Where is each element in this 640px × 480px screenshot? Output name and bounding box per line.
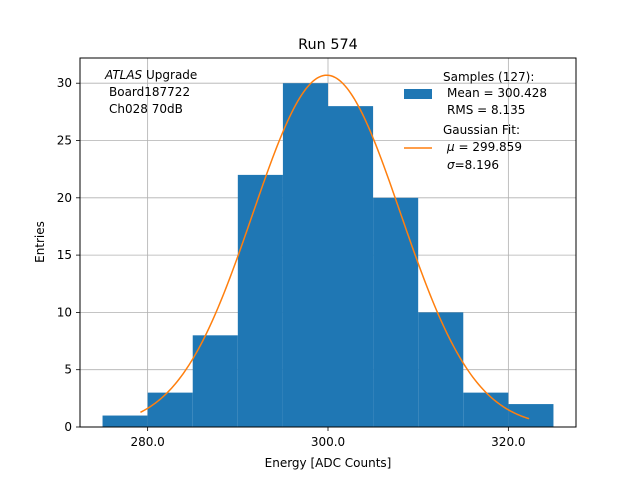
mu-symbol: μ — [446, 140, 455, 154]
histogram-bar — [328, 106, 374, 427]
histogram-bar — [373, 197, 419, 427]
histogram-bar — [418, 312, 464, 427]
y-tick-label: 20 — [57, 191, 72, 205]
gaussian-fit-line — [140, 74, 530, 420]
x-axis-ticks: 280.0 300.0 320.0 — [130, 427, 526, 449]
legend-fit-mu: μ = 299.859 — [446, 140, 522, 154]
sigma-symbol: σ — [447, 158, 455, 172]
chart-title: Run 574 — [298, 37, 358, 53]
histogram-bar — [102, 415, 148, 427]
legend-samples-swatch — [404, 89, 432, 99]
histogram-bar — [282, 83, 328, 427]
legend-samples-line1: Samples (127): — [443, 70, 534, 84]
legend-samples-line3: RMS = 8.135 — [447, 103, 525, 117]
y-tick-label: 15 — [57, 248, 72, 262]
histogram-bars — [102, 83, 554, 427]
histogram-bar — [508, 404, 554, 427]
legend: Samples (127): Mean = 300.428 RMS = 8.13… — [404, 70, 547, 172]
sigma-value: =8.196 — [455, 158, 499, 172]
legend-fit-sigma: σ=8.196 — [447, 158, 499, 172]
atlas-annotation-line1: ATLAS Upgrade — [104, 68, 197, 82]
histogram-bar — [237, 174, 283, 427]
upgrade-label: Upgrade — [142, 68, 197, 82]
y-tick-label: 10 — [57, 305, 72, 319]
y-tick-label: 25 — [57, 134, 72, 148]
mu-value: = 299.859 — [455, 140, 522, 154]
y-tick-label: 30 — [57, 76, 72, 90]
legend-fit-line1: Gaussian Fit: — [443, 123, 520, 137]
y-tick-label: 0 — [64, 420, 72, 434]
x-tick-label: 280.0 — [130, 435, 164, 449]
channel-label: Ch028 70dB — [109, 102, 183, 116]
x-tick-label: 320.0 — [491, 435, 525, 449]
atlas-label: ATLAS — [104, 68, 143, 82]
legend-samples-line2: Mean = 300.428 — [447, 86, 547, 100]
histogram-bar — [463, 392, 509, 427]
x-tick-label: 300.0 — [311, 435, 345, 449]
gaussian-fit-curve — [140, 74, 530, 420]
atlas-annotation: ATLAS Upgrade Board187722 Ch028 70dB — [104, 68, 197, 116]
x-axis-label: Energy [ADC Counts] — [265, 456, 392, 470]
histogram-bar — [147, 392, 193, 427]
y-axis-label: Entries — [33, 221, 47, 263]
y-axis-ticks: 0 5 10 15 20 25 30 — [57, 76, 80, 434]
y-tick-label: 5 — [64, 363, 72, 377]
histogram-bar — [192, 335, 238, 427]
board-label: Board187722 — [109, 85, 190, 99]
